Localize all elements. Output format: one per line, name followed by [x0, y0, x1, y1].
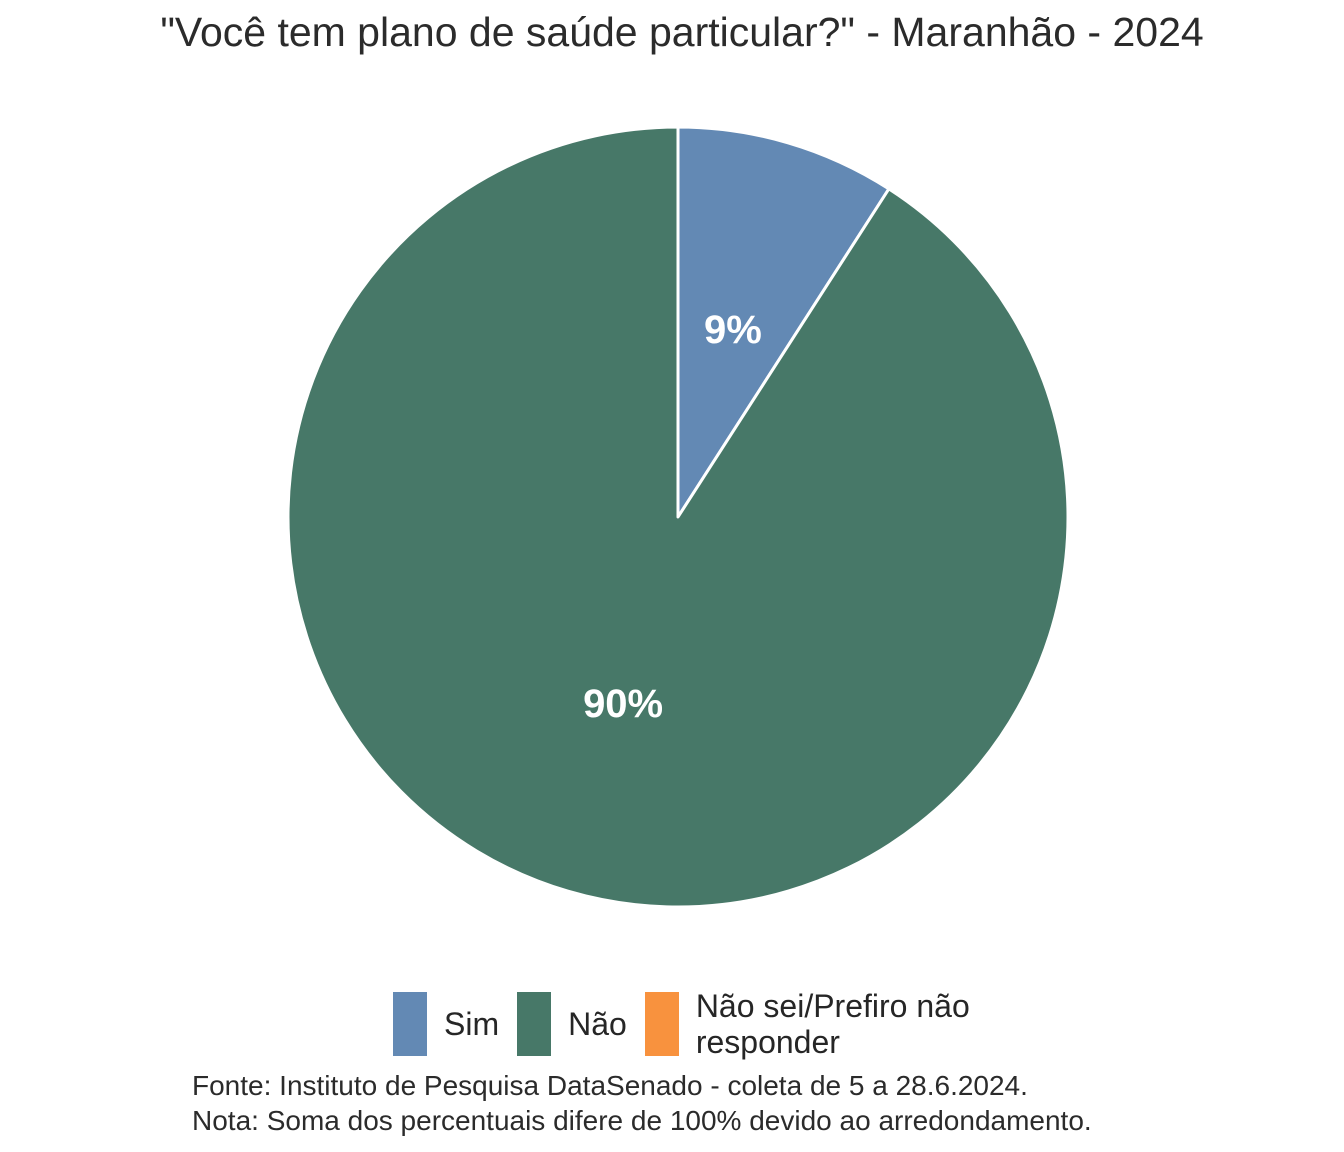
footer-note-line: Nota: Soma dos percentuais difere de 100…	[192, 1105, 1092, 1136]
pie-slice-nao	[286, 125, 1070, 909]
legend-swatch-nao	[517, 992, 552, 1056]
pie-chart: 9% 90%	[286, 125, 1070, 909]
pie-slice-label-nao: 90%	[583, 682, 663, 726]
legend-item-nao-sei-prefiro-nao-responder: Não sei/Prefiro não responder	[644, 988, 1031, 1060]
legend-label-nao-sei-prefiro-nao-responder: Não sei/Prefiro não responder	[695, 988, 970, 1060]
legend-swatch-sim	[393, 992, 427, 1056]
legend-swatch-nao-sei-prefiro-nao-responder	[644, 992, 679, 1056]
chart-title: "Você tem plano de saúde particular?" - …	[160, 9, 1204, 55]
pie-slice-label-sim: 9%	[704, 308, 762, 352]
legend: Sim Não Não sei/Prefiro não responder	[393, 988, 1031, 1060]
legend-label-sim: Sim	[444, 1006, 500, 1042]
footer: Fonte: Instituto de Pesquisa DataSenado …	[192, 1068, 1092, 1138]
legend-item-sim: Sim	[393, 992, 499, 1056]
legend-label-nao: Não	[568, 1006, 627, 1042]
footer-source-line: Fonte: Instituto de Pesquisa DataSenado …	[192, 1070, 1028, 1101]
pie-slice-sim	[676, 125, 891, 519]
legend-item-nao: Não	[517, 992, 627, 1056]
